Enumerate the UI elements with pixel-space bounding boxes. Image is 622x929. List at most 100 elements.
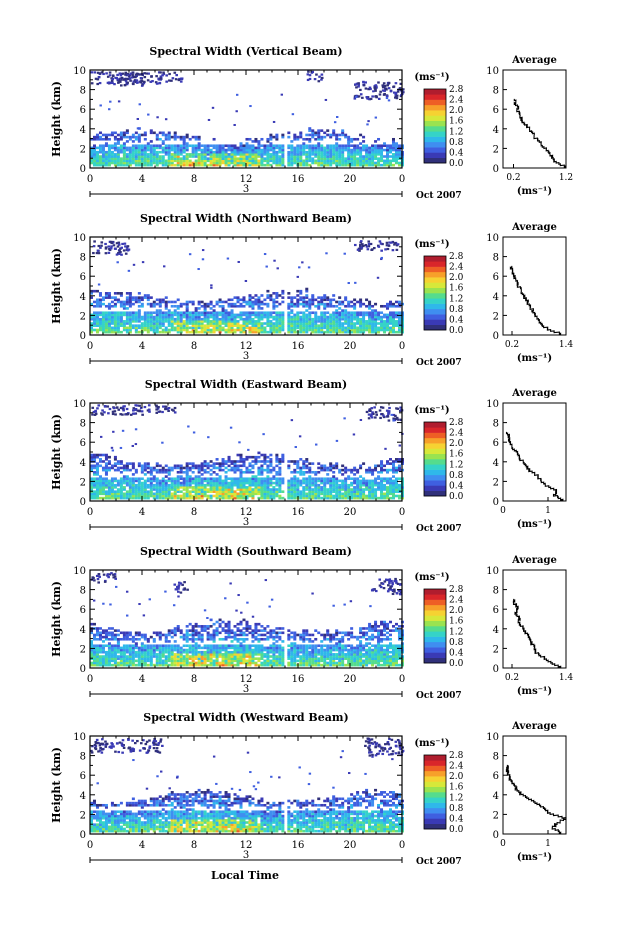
heatmap-cell — [314, 492, 318, 496]
heatmap-cell — [125, 131, 129, 135]
heatmap-cell — [394, 91, 398, 95]
heatmap-cell — [117, 241, 121, 244]
heatmap-cell — [158, 311, 162, 315]
heatmap-cell — [125, 315, 129, 319]
heatmap-cell — [314, 137, 318, 141]
heatmap-cell — [230, 488, 234, 491]
heatmap-cell — [173, 320, 177, 323]
heatmap-cell — [347, 326, 351, 330]
heatmap-cell — [263, 460, 267, 463]
heatmap-cell — [113, 486, 117, 489]
heatmap-cell — [239, 311, 243, 315]
heatmap-cell — [206, 330, 210, 334]
heatmap-cell — [371, 330, 375, 334]
heatmap-cell — [131, 483, 135, 487]
heatmap-cell — [317, 150, 321, 154]
heatmap-cell — [389, 311, 392, 315]
heatmap-cell — [350, 161, 354, 165]
heatmap-cell — [101, 311, 105, 315]
heatmap-cell — [341, 330, 345, 334]
heatmap-cell — [200, 148, 204, 152]
heatmap-cell — [320, 153, 324, 156]
heatmap-cell — [134, 159, 138, 163]
heatmap-cell — [251, 307, 255, 310]
heatmap-cell — [335, 477, 339, 481]
heatmap-cell — [362, 477, 366, 481]
heatmap-cell — [209, 464, 213, 468]
heatmap-cell — [290, 298, 294, 302]
heatmap-cell — [149, 163, 153, 167]
heatmap-cell — [320, 315, 324, 319]
heatmap-cell — [149, 161, 153, 165]
heatmap-cell — [152, 479, 156, 483]
heatmap-cell — [92, 304, 96, 308]
heatmap-cell — [98, 320, 102, 323]
heatmap-cell — [218, 477, 222, 481]
heatmap-cell — [125, 631, 129, 635]
colorbar-unit: (ms⁻¹) — [414, 72, 449, 83]
heatmap-cell — [353, 330, 357, 334]
heatmap-cell — [215, 486, 219, 489]
heatmap-cell — [260, 300, 264, 304]
heatmap-cell — [367, 240, 371, 243]
heatmap-cell — [377, 137, 381, 141]
heatmap-cell — [275, 326, 279, 330]
heatmap-cell — [149, 483, 153, 487]
heatmap-cell — [311, 462, 315, 465]
heatmap-cell — [161, 479, 165, 483]
heatmap-cell — [266, 470, 270, 474]
heatmap-cell — [224, 475, 228, 478]
heatmap-cell — [275, 159, 279, 163]
heatmap-cell — [374, 479, 378, 483]
heatmap-cell — [155, 144, 159, 148]
heatmap-cell — [176, 313, 180, 317]
heatmap-cell — [263, 146, 267, 150]
heatmap-cell — [296, 464, 300, 468]
heatmap-cell — [110, 322, 114, 325]
heatmap-cell — [287, 157, 291, 160]
heatmap-cell — [359, 496, 363, 500]
heatmap-cell — [359, 155, 363, 158]
heatmap-cell — [116, 496, 120, 500]
heatmap-cell — [299, 292, 303, 295]
date-label: Oct 2007 — [416, 358, 462, 368]
heatmap-cell — [116, 494, 120, 498]
heatmap-cell — [397, 322, 401, 325]
heatmap-cell — [92, 163, 96, 167]
heatmap-cell — [95, 453, 99, 457]
heatmap-cell — [374, 322, 378, 325]
heatmap-cell — [275, 300, 279, 304]
heatmap-cell — [233, 315, 237, 319]
heatmap-cell — [272, 157, 276, 160]
heatmap-cell — [380, 256, 383, 259]
heatmap-cell — [113, 661, 117, 665]
heatmap-cell — [140, 155, 144, 158]
heatmap-cell — [152, 153, 156, 156]
heatmap-cell — [179, 481, 183, 485]
heatmap-cell — [367, 245, 371, 248]
heatmap-cell — [353, 146, 357, 150]
heatmap-cell — [391, 142, 395, 145]
heatmap-cell — [90, 159, 93, 163]
heatmap-cell — [287, 496, 291, 500]
heatmap-cell — [149, 144, 153, 148]
heatmap-cell — [98, 159, 102, 163]
heatmap-cell — [344, 490, 348, 493]
heatmap-cell — [394, 159, 398, 163]
heatmap-cell — [90, 631, 93, 635]
heatmap-cell — [332, 298, 336, 302]
heatmap-cell — [311, 490, 315, 493]
heatmap-cell — [377, 150, 381, 154]
heatmap-cell — [173, 309, 177, 312]
heatmap-cell — [335, 466, 339, 470]
heatmap-cell — [161, 322, 165, 325]
heatmap-cell — [397, 418, 400, 421]
heatmap-cell — [269, 142, 273, 145]
heatmap-cell — [269, 464, 273, 468]
heatmap-cell — [101, 659, 105, 663]
heatmap-cell — [194, 137, 198, 141]
heatmap-cell — [203, 492, 207, 496]
heatmap-cell — [164, 161, 168, 165]
heatmap-cell — [128, 148, 132, 152]
heatmap-cell — [381, 242, 384, 246]
